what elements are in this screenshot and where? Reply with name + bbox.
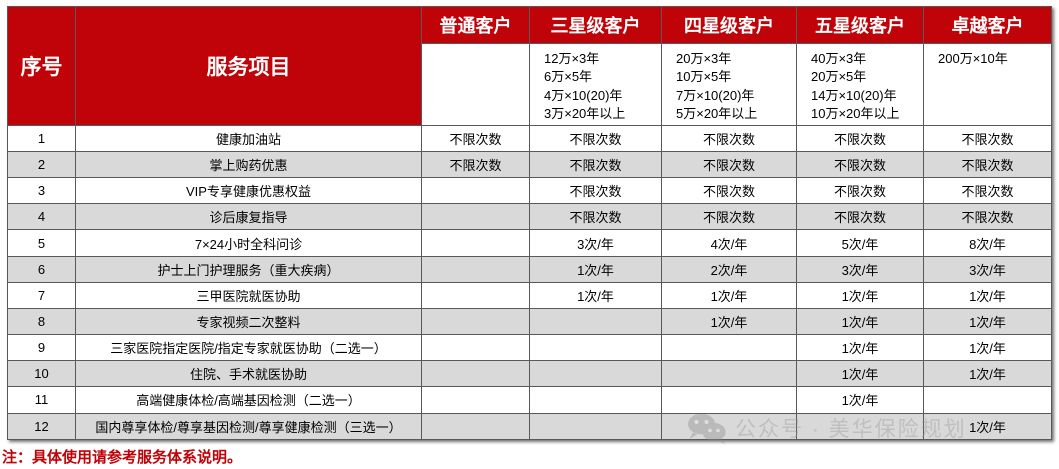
svg-text:公众号 · 美华保险规划: 公众号 · 美华保险规划: [735, 418, 967, 441]
